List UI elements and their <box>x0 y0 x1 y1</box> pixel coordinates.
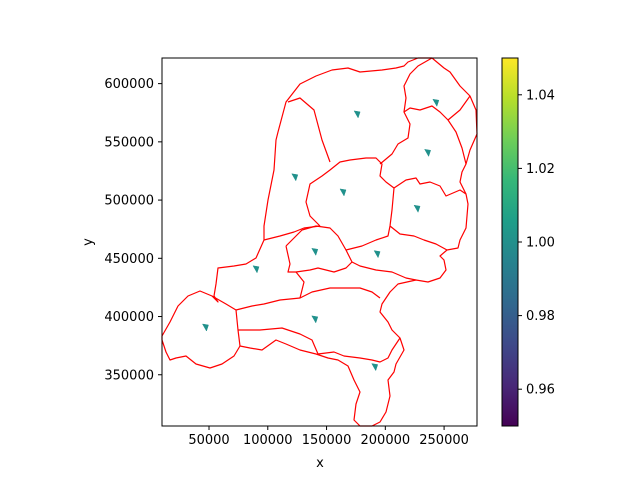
colorbar-tick-label: 1.04 <box>526 88 555 103</box>
boundary-west-2 <box>235 287 381 311</box>
x-tick-label: 200000 <box>361 433 411 448</box>
boundary-north-2 <box>403 57 433 113</box>
boundary-west-3 <box>238 327 401 363</box>
y-axis-ticks: 350000 400000 450000 500000 550000 600000 <box>104 77 162 383</box>
x-axis-label: x <box>316 456 324 471</box>
boundary-mid-5 <box>287 97 331 163</box>
colorbar-tick-label: 0.98 <box>526 309 555 324</box>
boundary-north-1 <box>379 105 467 165</box>
x-axis-ticks: 50000 100000 150000 200000 250000 <box>188 426 469 448</box>
arrow-marker <box>424 148 431 157</box>
boundary-mid-3 <box>295 271 305 299</box>
boundary-east-2 <box>389 225 448 251</box>
arrow-marker <box>291 173 299 182</box>
y-tick-label: 500000 <box>104 194 154 209</box>
colorbar-tick-label: 1.02 <box>526 162 555 177</box>
y-tick-label: 600000 <box>104 77 154 92</box>
arrow-marker <box>373 250 381 259</box>
colorbar-gradient <box>502 58 518 426</box>
arrow-marker <box>202 323 209 332</box>
arrow-marker <box>353 110 361 119</box>
arrow-marker <box>432 98 440 107</box>
boundary-east-1 <box>393 177 467 197</box>
arrow-marker <box>371 363 379 372</box>
arrow-marker <box>413 204 421 213</box>
y-tick-label: 450000 <box>104 252 154 267</box>
arrow-marker <box>311 315 319 324</box>
y-tick-label: 350000 <box>104 368 154 383</box>
x-tick-label: 250000 <box>419 433 469 448</box>
boundary-mid-1 <box>263 225 321 241</box>
arrow-marker <box>252 265 260 274</box>
boundary-mid-2 <box>285 225 353 273</box>
arrow-marker <box>339 188 347 197</box>
x-tick-label: 100000 <box>243 433 293 448</box>
y-tick-label: 550000 <box>104 135 154 150</box>
arrow-markers <box>202 98 440 372</box>
y-tick-label: 400000 <box>104 310 154 325</box>
x-tick-label: 50000 <box>188 433 229 448</box>
boundary-north-3 <box>447 95 471 121</box>
colorbar-ticks: 0.96 0.98 1.00 1.02 1.04 <box>518 88 555 398</box>
boundary-south-1 <box>351 261 417 281</box>
boundary-mid-4 <box>305 157 395 251</box>
y-axis-label: y <box>81 238 96 246</box>
province-boundaries <box>161 57 478 427</box>
boundary-west-1 <box>211 295 241 347</box>
country-outline <box>161 57 478 427</box>
axes-frame <box>161 57 478 427</box>
colorbar-tick-label: 1.00 <box>526 236 555 251</box>
arrow-marker <box>311 247 319 256</box>
x-tick-label: 150000 <box>302 433 352 448</box>
colorbar-tick-label: 0.96 <box>526 383 555 398</box>
colorbar: 0.96 0.98 1.00 1.02 1.04 <box>501 57 555 427</box>
plot-frame <box>161 57 478 427</box>
